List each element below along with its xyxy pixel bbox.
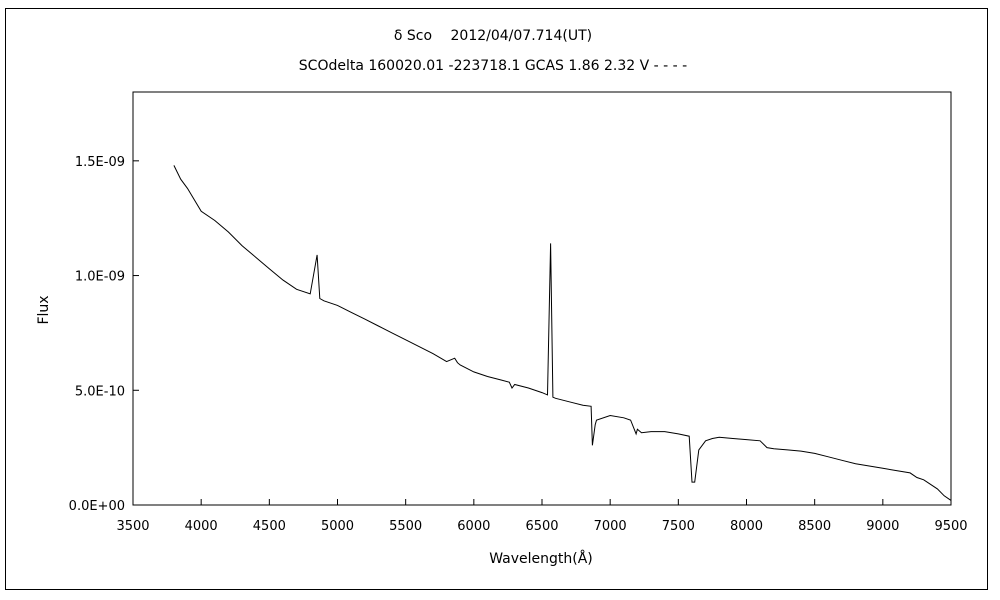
y-tick-label: 0.0E+00: [69, 499, 125, 514]
y-tick-label: 1.5E-09: [75, 155, 125, 170]
x-tick-label: 6000: [457, 519, 490, 534]
x-tick-label: 4000: [185, 519, 218, 534]
x-tick-label: 9000: [866, 519, 899, 534]
x-tick-label: 8000: [730, 519, 763, 534]
spectrum-series-line: [173, 165, 952, 501]
x-tick-label: 8500: [798, 519, 831, 534]
x-tick-label: 9500: [934, 519, 967, 534]
x-tick-label: 7000: [594, 519, 627, 534]
x-tick-label: 5500: [389, 519, 422, 534]
x-tick-label: 6500: [525, 519, 558, 534]
chart-subtitle: SCOdelta 160020.01 -223718.1 GCAS 1.86 2…: [299, 58, 687, 74]
y-axis-label: Flux: [36, 295, 52, 324]
y-tick-label: 5.0E-10: [75, 384, 125, 399]
x-tick-label: 7500: [662, 519, 695, 534]
plot-area: [132, 91, 952, 506]
x-tick-label: 5000: [321, 519, 354, 534]
y-tick-label: 1.0E-09: [75, 270, 125, 285]
x-tick-label: 3500: [116, 519, 149, 534]
chart-title: δ Sco 2012/04/07.714(UT): [394, 28, 592, 44]
x-tick-label: 4500: [253, 519, 286, 534]
x-axis: 3500 4000 4500 5000 5500 6000 6500 7000 7500 8000…: [116, 499, 968, 534]
x-axis-label: Wavelength(Å): [489, 550, 593, 567]
y-axis: 0.0E+00 5.0E-10 1.0E-09 1.5E-09: [69, 155, 139, 514]
